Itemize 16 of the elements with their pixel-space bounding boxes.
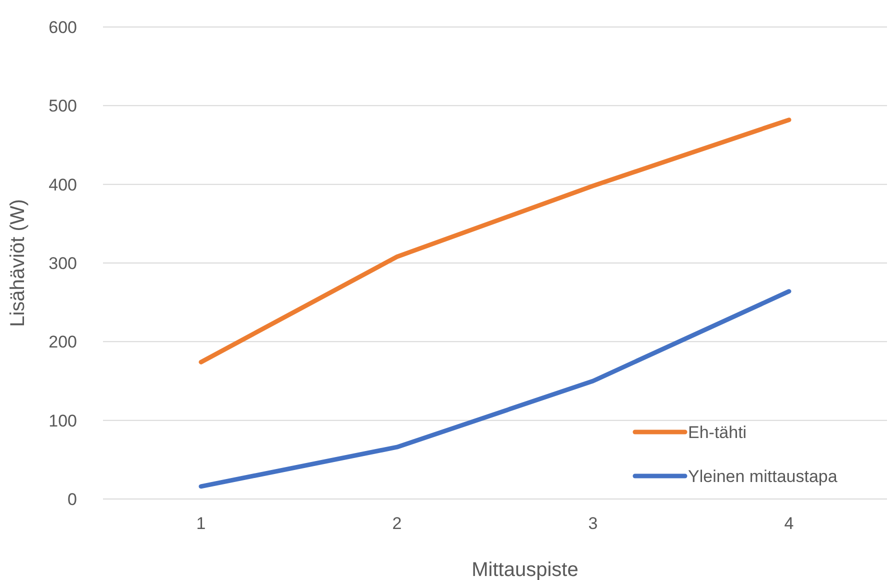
y-axis-title: Lisähäviöt (W) [7, 199, 29, 327]
y-tick-label: 500 [48, 96, 77, 116]
x-axis-title: Mittauspiste [472, 559, 578, 580]
x-tick-label: 3 [588, 514, 598, 533]
x-tick-label: 2 [392, 514, 402, 533]
y-tick-label: 300 [48, 254, 77, 273]
x-tick-label: 4 [784, 514, 794, 533]
x-tick-label: 1 [196, 514, 206, 533]
y-tick-label: 200 [48, 332, 77, 352]
legend-label: Eh-tähti [688, 422, 747, 442]
line-series [198, 118, 792, 364]
legend-label: Yleinen mittaustapa [688, 466, 838, 486]
y-tick-label: 600 [48, 18, 77, 37]
y-tick-label: 400 [48, 175, 77, 194]
y-tick-label: 100 [48, 411, 77, 430]
y-tick-label: 0 [68, 490, 77, 509]
